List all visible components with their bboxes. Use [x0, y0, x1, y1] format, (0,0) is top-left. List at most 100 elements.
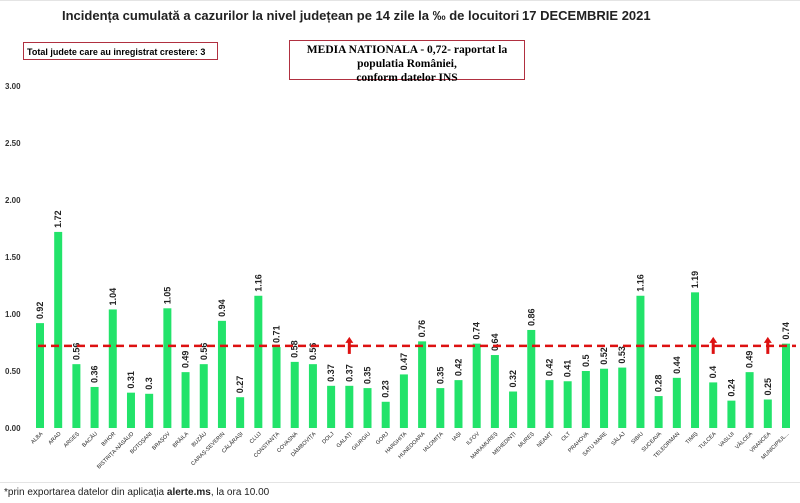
bar	[527, 329, 536, 428]
bar	[600, 368, 609, 428]
data-label: 0.56	[199, 343, 209, 361]
national-average-line2: conform datelor INS	[356, 72, 458, 84]
y-tick-label: 1.50	[5, 253, 21, 262]
x-tick-label: ALBA	[30, 431, 44, 445]
data-label: 1.04	[108, 288, 118, 306]
data-label: 0.36	[90, 365, 100, 383]
x-tick-label: MUREȘ	[517, 431, 536, 450]
chart-title: Incidența cumulată a cazurilor la nivel …	[62, 8, 520, 23]
data-label: 0.52	[599, 347, 609, 365]
data-label: 0.49	[181, 351, 191, 369]
bar	[418, 341, 427, 428]
data-label: 1.72	[53, 210, 63, 228]
y-tick-label: 1.00	[5, 310, 21, 319]
bar	[672, 377, 681, 428]
bar	[454, 380, 463, 428]
bar	[545, 380, 554, 428]
footnote-time: , la ora 10.00	[210, 487, 270, 498]
data-label: 0.94	[217, 299, 227, 317]
national-average-line1: MEDIA NATIONALA - 0,72- raportat la popu…	[306, 44, 508, 70]
data-label: 0.53	[617, 346, 627, 364]
x-tick-label: IAȘI	[451, 431, 463, 443]
bar	[636, 295, 645, 428]
bar	[691, 292, 700, 428]
data-label: 1.16	[253, 274, 263, 292]
data-label: 0.47	[399, 353, 409, 371]
data-label: 0.4	[708, 366, 718, 379]
x-tick-label: BUZĂU	[190, 430, 208, 448]
bar	[145, 393, 154, 428]
total-increase-box: Total judete care au inregistrat crester…	[23, 42, 218, 60]
bar	[36, 323, 44, 428]
bar	[563, 381, 572, 428]
bar	[490, 355, 499, 428]
bar	[763, 399, 772, 428]
x-tick-label: TIMIȘ	[685, 431, 700, 446]
bar	[272, 347, 281, 428]
x-tick-label: GIURGIU	[351, 431, 372, 452]
bar	[254, 295, 263, 428]
y-tick-label: 0.00	[5, 424, 21, 433]
data-label: 0.41	[563, 360, 573, 378]
x-tick-label: ARGEȘ	[63, 431, 81, 449]
data-label: 0.24	[726, 379, 736, 397]
data-label: 0.3	[144, 377, 154, 390]
data-label: 0.37	[344, 364, 354, 382]
data-label: 0.74	[472, 322, 482, 340]
bar	[436, 388, 445, 428]
increase-arrow-head-icon	[709, 336, 718, 343]
data-label: 0.49	[745, 351, 755, 369]
bar	[217, 320, 226, 428]
data-label: 0.58	[290, 340, 300, 358]
bar	[236, 397, 245, 428]
x-tick-label: NEAMȚ	[536, 431, 554, 449]
bar	[108, 309, 117, 428]
data-label: 0.23	[381, 380, 391, 398]
data-label: 0.32	[508, 370, 518, 388]
x-tick-label: ILFOV	[466, 431, 482, 447]
x-tick-label: CLUJ	[249, 431, 263, 445]
data-label: 0.42	[453, 359, 463, 377]
data-label: 0.28	[654, 375, 664, 393]
bar	[709, 382, 718, 428]
y-tick-label: 2.00	[5, 196, 21, 205]
data-label: 1.19	[690, 271, 700, 289]
data-label: 0.44	[672, 356, 682, 374]
x-tick-label: BIHOR	[101, 431, 118, 448]
data-label: 0.86	[526, 308, 536, 326]
x-tick-label: BRAȘOV	[151, 431, 172, 452]
increase-arrow-head-icon	[345, 336, 354, 343]
bar	[727, 400, 736, 428]
data-label: 0.35	[363, 367, 373, 385]
bar	[581, 371, 590, 428]
bar	[472, 343, 481, 428]
data-label: 0.27	[235, 376, 245, 394]
x-tick-label: BACĂU	[81, 430, 99, 448]
bar	[72, 364, 81, 428]
bar	[399, 374, 408, 428]
top-divider	[0, 0, 800, 1]
bar	[327, 385, 336, 428]
x-tick-label: OLT	[561, 431, 573, 443]
bar	[654, 396, 663, 428]
data-label: 0.5	[581, 354, 591, 367]
bar	[345, 385, 354, 428]
data-label: 0.42	[544, 359, 554, 377]
bar	[782, 343, 790, 428]
y-tick-label: 3.00	[5, 82, 21, 91]
y-tick-label: 2.50	[5, 139, 21, 148]
bar	[363, 388, 372, 428]
x-tick-label: GORJ	[375, 431, 390, 446]
x-tick-label: SIBIU	[630, 431, 644, 445]
bar	[126, 392, 135, 428]
x-tick-label: BRĂILA	[171, 430, 190, 449]
data-label: 0.74	[781, 322, 791, 340]
bar	[308, 364, 317, 428]
x-tick-label: TULCEA	[698, 431, 718, 451]
data-label: 0.71	[272, 326, 282, 344]
data-label: 0.64	[490, 334, 500, 352]
x-tick-label: ARAD	[48, 431, 63, 446]
footnote: *prin exportarea datelor din aplicația a…	[4, 487, 269, 498]
